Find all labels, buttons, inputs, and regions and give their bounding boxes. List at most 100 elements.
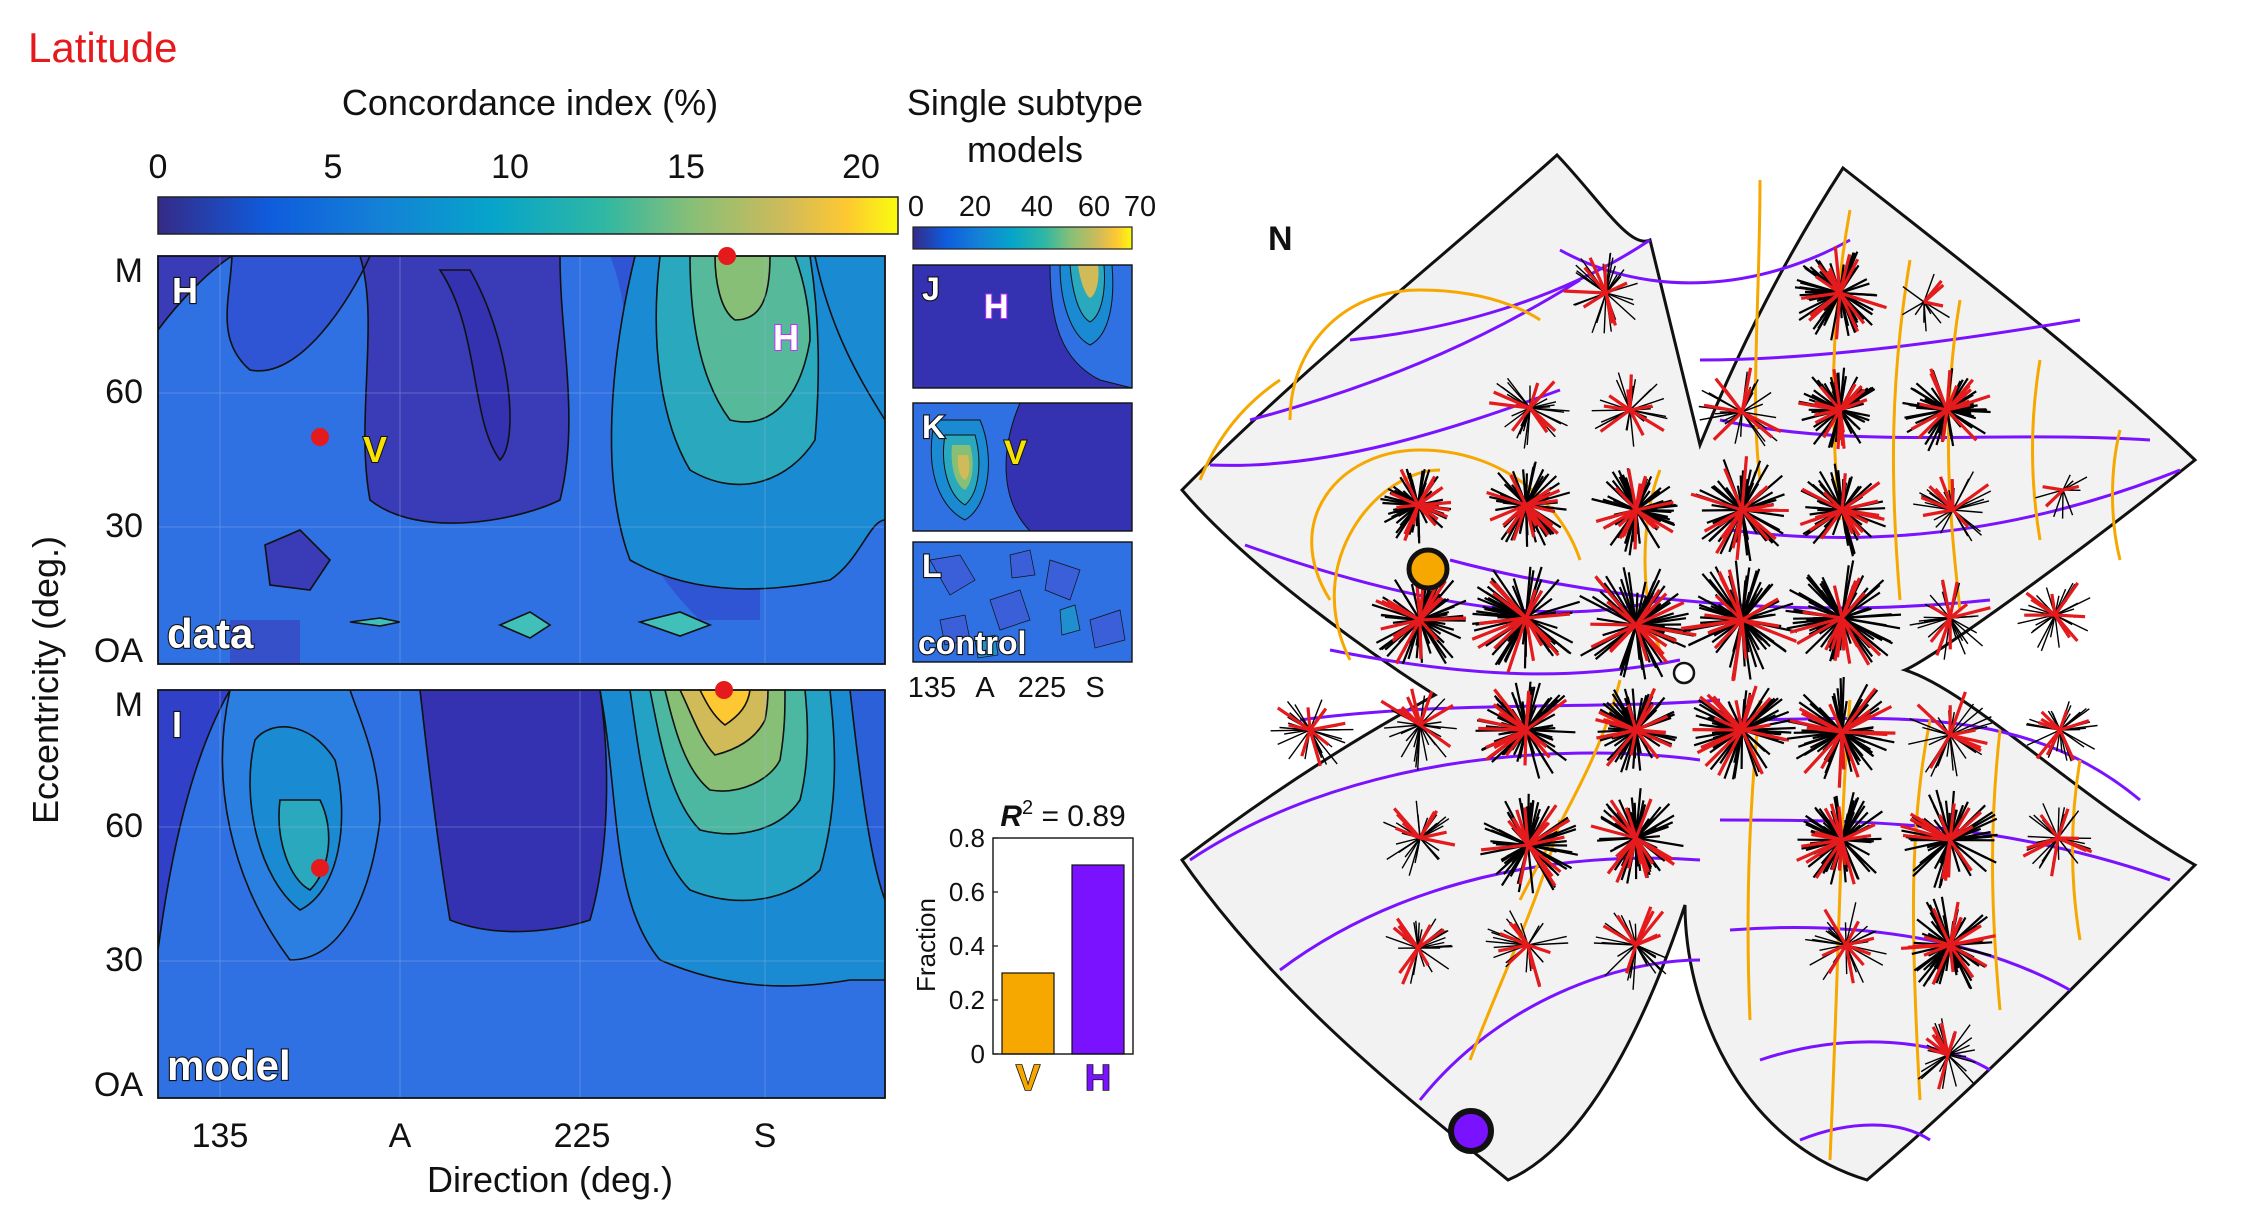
orange-contour-11 (2031, 359, 2042, 541)
small-xtick-225: 225 (1018, 672, 1066, 704)
direction-star-31 (1480, 793, 1579, 894)
purple-contour-17 (1759, 1040, 1991, 1072)
orange-contour-17 (2071, 759, 2082, 941)
purple-dot (1448, 1108, 1494, 1154)
panel-l-frame (912, 541, 1133, 663)
direction-star-12 (1799, 463, 1886, 557)
y-axis-label: Eccentricity (deg.) (25, 536, 66, 824)
panel-i-red-dot-top (715, 681, 733, 699)
direction-star-0 (1563, 252, 1638, 334)
colorbar-main-ticks: 0 5 10 15 20 (149, 148, 880, 186)
direction-star-1 (1794, 246, 1887, 341)
ytick-h-30: 30 (105, 507, 143, 545)
bar-ytick-0: 0 (971, 1039, 985, 1069)
panel-j-letter: J (922, 271, 940, 307)
purple-contour-0 (1349, 238, 1651, 342)
panel-i-frame (157, 689, 886, 1099)
panel-i-heatmap (158, 690, 885, 1098)
bar-ytick-1: 0.2 (949, 985, 985, 1015)
small-cbar-tick-40: 40 (1021, 191, 1053, 223)
panel-h-heatmap (158, 256, 885, 664)
direction-star-22 (1270, 699, 1354, 767)
direction-star-28 (1908, 691, 1993, 777)
xtick-225: 225 (554, 1117, 611, 1155)
xtick-a: A (389, 1117, 412, 1155)
orange-contour-15 (1911, 719, 1932, 1101)
bar-ytick-2: 0.4 (949, 931, 985, 961)
small-xtick-s: S (1085, 672, 1104, 704)
direction-star-6 (1798, 367, 1876, 450)
direction-star-10 (1591, 468, 1678, 556)
bar-label-v: V (1016, 1057, 1040, 1098)
panel-j-h-marker: H (984, 288, 1009, 326)
direction-star-9 (1486, 461, 1571, 547)
panel-h-red-dot-mid (311, 428, 329, 446)
bar-v (1001, 972, 1055, 1055)
purple-contour-18 (1799, 1123, 1931, 1142)
direction-star-7 (1902, 368, 1991, 452)
direction-star-19 (1785, 560, 1902, 666)
cbar-tick-20: 20 (842, 148, 880, 186)
x-axis-label: Direction (deg.) (427, 1159, 673, 1200)
direction-star-40 (1900, 896, 1996, 990)
small-xtick-a: A (975, 672, 995, 704)
small-cbar-tick-60: 60 (1078, 191, 1110, 223)
panel-l-heatmap (913, 542, 1132, 662)
bar-chart-frame (992, 837, 1134, 1055)
small-x-ticks: 135 A 225 S (908, 672, 1105, 704)
small-cbar-tick-0: 0 (908, 191, 924, 223)
small-xtick-135: 135 (908, 672, 956, 704)
ytick-h-m: M (115, 252, 143, 290)
bar-label-h: H (1085, 1057, 1111, 1098)
bar-ytick-3: 0.6 (949, 877, 985, 907)
cbar-tick-5: 5 (324, 148, 343, 186)
orange-contour-13 (1746, 699, 1762, 1021)
colorbar-small (912, 226, 1133, 250)
panel-h-red-dot-top (718, 247, 736, 265)
orange-contour-1 (1310, 448, 1582, 601)
bar-chart-bars (1001, 864, 1125, 1055)
panel-h-v-marker: V (363, 429, 387, 470)
bar-chart-ylabel: Fraction (911, 898, 941, 992)
direction-star-41 (1917, 1018, 1976, 1090)
direction-star-39 (1805, 902, 1887, 984)
panel-l-letter: L (922, 548, 942, 584)
direction-star-38 (1593, 906, 1667, 990)
direction-star-8 (1380, 468, 1452, 544)
direction-star-23 (1380, 688, 1457, 771)
direction-star-29 (2026, 701, 2098, 762)
direction-star-32 (1590, 788, 1684, 884)
panel-h-caption: data (167, 610, 254, 657)
ytick-h-oa: OA (94, 632, 143, 670)
direction-star-16 (1471, 566, 1581, 673)
orange-contour-3 (1198, 378, 1281, 481)
purple-contour-8 (1719, 418, 2151, 442)
orange-contour-12 (2111, 429, 2122, 561)
retina-direction-stars (1270, 246, 2098, 1090)
direction-star-2 (1901, 273, 1950, 332)
direction-star-20 (1909, 579, 1991, 660)
xtick-s: S (754, 1117, 777, 1155)
direction-star-13 (1913, 471, 1992, 542)
direction-star-18 (1680, 560, 1798, 682)
direction-star-36 (1385, 917, 1453, 985)
bar-ytick-4: 0.8 (949, 823, 985, 853)
colorbar-small-label-2: models (967, 129, 1083, 170)
panel-l-caption: control (918, 625, 1026, 661)
direction-star-27 (1786, 676, 1896, 788)
orange-contour-2 (1332, 468, 1441, 661)
direction-star-24 (1475, 681, 1576, 779)
panel-j-frame (912, 264, 1133, 389)
colorbar-main-label: Concordance index (%) (342, 82, 718, 123)
panel-k-v-marker: V (1004, 434, 1027, 472)
panel-k-heatmap (913, 403, 1132, 531)
small-cbar-tick-20: 20 (959, 191, 991, 223)
orange-contour-7 (1754, 179, 1762, 481)
panel-h-yticks: M 60 30 OA (94, 252, 143, 670)
direction-star-3 (1489, 377, 1570, 449)
retina-map (1179, 152, 2198, 1182)
purple-contour-9 (1729, 468, 2181, 539)
orange-contour-16 (1991, 729, 2002, 1011)
